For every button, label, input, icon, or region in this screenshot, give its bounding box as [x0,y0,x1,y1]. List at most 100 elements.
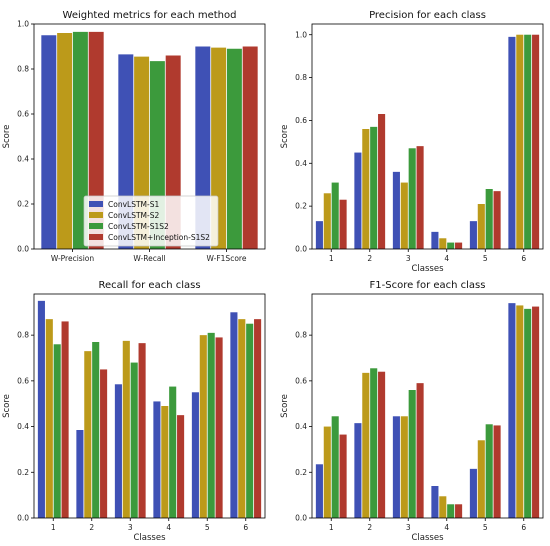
y-tick-label: 0.4 [295,159,307,168]
y-tick-label: 0.4 [295,422,307,431]
x-tick-label: W-Recall [133,254,165,263]
bar-convlstm-s2-1 [45,319,53,518]
bar-convlstm-s1s2-6 [246,323,254,518]
bar-convlstm-inception-s1s2-2 [100,369,108,518]
bar-convlstm-inception-s1s2-6 [532,34,540,249]
bar-convlstm-inception-s1s2-4 [455,242,463,249]
y-tick-label: 0.0 [17,514,29,523]
x-tick-label: 1 [329,254,334,263]
y-tick-label: 1.0 [295,30,307,39]
bar-convlstm-s2-3 [122,340,130,518]
x-tick-label: W-Precision [51,254,95,263]
legend-swatch [89,223,103,229]
bar-convlstm-s1s2-w-f1score [226,48,242,249]
bar-convlstm-s1-1 [315,221,323,249]
x-tick-label: 2 [367,254,372,263]
bar-convlstm-inception-s1s2-w-precision [88,31,104,249]
x-tick-label: W-F1Score [207,254,247,263]
bar-convlstm-s1s2-5 [485,424,493,518]
bar-convlstm-s1-2 [354,423,362,518]
bar-convlstm-s1s2-1 [331,416,339,518]
legend-label: ConvLSTM-S2 [108,211,159,220]
bar-convlstm-inception-s1s2-3 [416,146,424,249]
bar-convlstm-s2-3 [400,182,408,249]
bar-convlstm-s1s2-1 [53,344,61,518]
bar-convlstm-s1s2-5 [207,332,215,518]
x-tick-label: 2 [367,523,372,532]
bar-convlstm-s2-5 [477,440,485,518]
chart-panel-1: Weighted metrics for each method 0.0 0.2 0.… [2,10,266,263]
bar-convlstm-s1-4 [431,231,439,249]
legend-label: ConvLSTM+Inception-S1S2 [108,233,210,242]
bar-convlstm-s1-w-precision [41,35,57,249]
legend-swatch [89,234,103,240]
bar-convlstm-s2-3 [400,416,408,518]
x-tick-label: 2 [89,523,94,532]
x-tick-label: 3 [128,523,133,532]
legend-label: ConvLSTM-S1 [108,200,159,209]
y-tick-label: 0.4 [17,422,29,431]
y-tick-label: 0.0 [17,245,29,254]
x-tick-label: 4 [444,523,449,532]
y-tick-label: 0.2 [295,468,307,477]
x-tick-label: 5 [483,523,488,532]
bar-convlstm-inception-s1s2-4 [455,504,463,518]
bar-convlstm-s1s2-4 [447,504,455,518]
bar-convlstm-s1s2-w-precision [72,31,88,249]
bar-convlstm-s2-w-precision [57,33,73,249]
bar-convlstm-s1-6 [230,312,238,518]
bar-convlstm-inception-s1s2-6 [254,319,262,518]
bar-convlstm-inception-s1s2-5 [493,425,501,518]
bar-convlstm-s2-6 [238,319,246,518]
x-axis-label: Classes [133,533,166,543]
bar-convlstm-s2-2 [84,351,92,518]
legend-swatch [89,201,103,207]
x-tick-label: 5 [483,254,488,263]
bar-convlstm-s2-5 [199,335,207,518]
legend-swatch [89,212,103,218]
bar-convlstm-s2-2 [362,129,370,249]
bar-convlstm-s1-2 [354,152,362,249]
bar-convlstm-s1-1 [37,300,45,518]
bar-convlstm-s2-6 [516,305,524,518]
bar-convlstm-s2-4 [161,406,169,518]
plot-frame [311,23,544,250]
bar-convlstm-s1s2-1 [331,182,339,249]
chart-panel-3: Recall for each class 0.0 0.2 0.4 0.6 0.8 Scor… [2,280,266,543]
bar-convlstm-s1s2-6 [524,308,532,518]
y-tick-label: 0.8 [295,331,307,340]
chart-title: F1-Score for each class [370,280,486,291]
y-axis-label: Score [2,125,12,149]
bar-convlstm-s1s2-3 [130,362,138,518]
x-axis-label: Classes [411,533,444,543]
y-tick-label: 0.0 [295,514,307,523]
bar-convlstm-s2-2 [362,372,370,518]
y-tick-label: 0.8 [295,73,307,82]
bar-convlstm-inception-s1s2-5 [215,337,223,518]
x-tick-label: 5 [205,523,210,532]
y-tick-label: 0.8 [17,65,29,74]
bar-convlstm-s1-2 [76,430,84,518]
x-tick-label: 6 [243,523,248,532]
y-tick-label: 0.6 [295,116,307,125]
plot-frame [33,23,266,250]
bar-convlstm-s1-3 [392,416,400,518]
legend-box [83,195,219,247]
bar-convlstm-s1s2-2 [370,126,378,249]
y-tick-label: 0.2 [17,200,29,209]
x-tick-label: 3 [406,254,411,263]
x-tick-label: 6 [521,523,526,532]
bar-convlstm-s1-3 [392,171,400,249]
x-tick-label: 4 [444,254,449,263]
bar-convlstm-s2-1 [323,426,331,518]
bar-convlstm-inception-s1s2-4 [177,415,185,518]
chart-panel-4: F1-Score for each class 0.0 0.2 0.4 0.6 0.8 Sc… [280,280,544,543]
bar-convlstm-s2-1 [323,193,331,249]
y-axis-label: Score [280,394,290,418]
chart-title: Recall for each class [98,280,200,291]
bar-convlstm-inception-s1s2-1 [61,321,69,518]
bar-convlstm-inception-s1s2-2 [378,371,386,518]
bar-convlstm-s1s2-6 [524,34,532,249]
bar-convlstm-s1-5 [469,468,477,518]
